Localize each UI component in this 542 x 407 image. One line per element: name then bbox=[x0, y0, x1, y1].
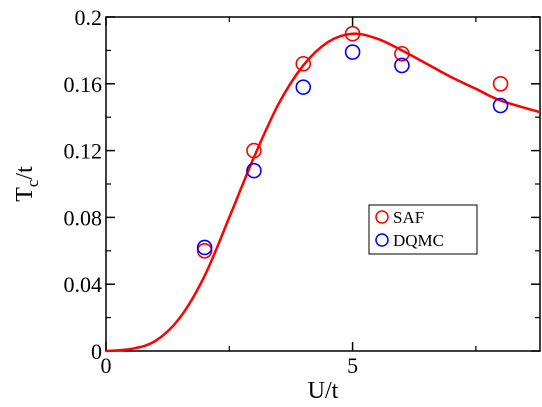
x-tick-label: 0 bbox=[101, 353, 112, 378]
y-axis-title-tail: /t bbox=[12, 166, 38, 180]
y-axis-title-subscript: c bbox=[23, 179, 42, 187]
legend-marker-dqmc bbox=[375, 233, 389, 247]
data-point-dqmc bbox=[295, 79, 312, 95]
data-point-saf bbox=[246, 142, 262, 159]
y-axis-title-main: T bbox=[12, 187, 38, 202]
y-axis-title: Tc/t bbox=[12, 166, 42, 202]
data-point-dqmc bbox=[196, 239, 213, 256]
y-axis-ticks: 0 0.04 0.08 0.12 0.16 0.2 bbox=[64, 5, 540, 364]
svg-text:Tc/t: Tc/t bbox=[12, 166, 42, 202]
data-point-saf bbox=[196, 243, 213, 259]
y-tick-label: 0.04 bbox=[64, 272, 103, 297]
fit-curve-layer bbox=[105, 32, 541, 353]
data-points-layer bbox=[196, 25, 509, 259]
x-axis-title: U/t bbox=[308, 378, 339, 404]
legend-marker-saf bbox=[375, 210, 389, 224]
data-point-saf bbox=[492, 76, 509, 92]
y-tick-label: 0.08 bbox=[64, 205, 103, 230]
data-point-dqmc bbox=[246, 162, 262, 179]
data-point-dqmc bbox=[344, 44, 361, 60]
legend-label-dqmc: DQMC bbox=[393, 231, 444, 250]
data-point-saf bbox=[344, 25, 361, 42]
y-tick-label: 0.12 bbox=[64, 139, 103, 164]
fit-curve bbox=[105, 32, 541, 353]
legend-label-saf: SAF bbox=[393, 208, 424, 227]
legend: SAF DQMC bbox=[368, 204, 478, 255]
plot-frame bbox=[105, 16, 541, 352]
data-point-dqmc bbox=[492, 97, 509, 114]
data-point-saf bbox=[394, 45, 410, 62]
y-tick-label: 0 bbox=[91, 339, 102, 364]
y-tick-label: 0.16 bbox=[64, 72, 103, 97]
data-point-saf bbox=[295, 55, 312, 72]
data-point-dqmc bbox=[394, 57, 410, 74]
x-tick-label: 5 bbox=[347, 353, 358, 378]
y-tick-label: 0.2 bbox=[75, 5, 103, 30]
